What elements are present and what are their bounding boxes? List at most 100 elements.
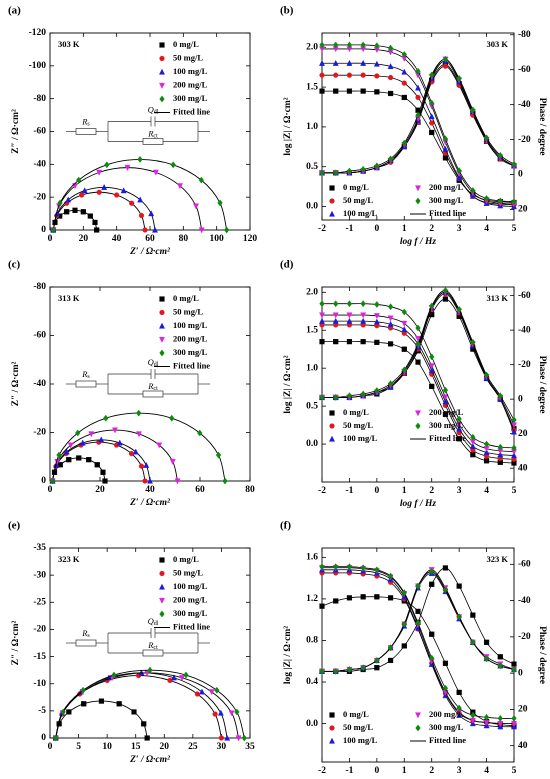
legend-label: 200 mg/L xyxy=(429,709,464,719)
marker xyxy=(81,187,88,194)
y2-tick-label: 0 xyxy=(518,394,523,404)
legend-marker xyxy=(159,336,165,343)
marker xyxy=(137,196,144,203)
panel-label: (e) xyxy=(8,520,21,532)
legend-marker xyxy=(415,197,421,205)
marker xyxy=(511,198,517,206)
circuit-symbol: R xyxy=(147,128,154,138)
marker xyxy=(442,55,449,63)
marker xyxy=(374,42,380,50)
marker xyxy=(346,563,353,571)
marker xyxy=(346,317,353,324)
circuit-label: Rct xyxy=(147,128,158,139)
y-axis-label: Z″ / Ω·cm² xyxy=(11,109,21,154)
marker xyxy=(456,415,462,423)
marker xyxy=(224,734,231,741)
legend-marker xyxy=(415,422,421,430)
marker xyxy=(511,661,517,667)
marker xyxy=(319,667,325,675)
marker xyxy=(428,113,435,120)
x-tick-label: 1 xyxy=(402,486,407,496)
marker xyxy=(374,162,380,170)
fit-line xyxy=(55,675,222,739)
legend-marker xyxy=(159,296,165,302)
marker xyxy=(470,711,476,719)
legend-marker xyxy=(415,712,421,719)
marker xyxy=(101,183,108,190)
marker xyxy=(319,603,325,609)
circuit-symbol: Q xyxy=(148,616,154,626)
marker xyxy=(333,300,339,308)
marker xyxy=(116,439,123,446)
x-tick-label: 20 xyxy=(160,742,170,752)
y-tick-label: 1.0 xyxy=(306,122,318,132)
marker xyxy=(374,89,380,95)
marker xyxy=(401,51,407,58)
marker xyxy=(415,619,421,627)
legend-label: 100 mg/L xyxy=(343,735,378,745)
legend-marker xyxy=(159,597,165,604)
circuit-subscript: dl xyxy=(154,362,159,368)
y2-tick-label: -40 xyxy=(518,596,531,606)
marker xyxy=(76,176,82,184)
y2-tick-label: -80 xyxy=(518,30,531,40)
legend-label: Fitted line xyxy=(429,433,466,443)
x-tick-label: -2 xyxy=(318,766,326,776)
y2-tick-label: 20 xyxy=(518,429,528,439)
y-tick-label: 0.5 xyxy=(306,162,318,172)
marker xyxy=(333,41,339,49)
y2-tick-label: -40 xyxy=(518,325,531,335)
x-tick-label: 0 xyxy=(374,486,379,496)
marker xyxy=(65,196,72,203)
marker xyxy=(415,84,421,91)
x-axis-label: log f / Hz xyxy=(400,499,436,509)
legend-marker xyxy=(159,349,165,357)
marker xyxy=(415,67,421,75)
marker xyxy=(132,448,139,455)
x-tick-label: 2 xyxy=(429,224,434,234)
y-tick-label: -35 xyxy=(33,543,46,553)
marker xyxy=(428,367,435,374)
marker xyxy=(483,449,490,456)
marker xyxy=(373,60,380,67)
marker xyxy=(415,324,421,332)
legend-label: 50 mg/L xyxy=(343,420,373,430)
marker xyxy=(333,563,339,571)
marker xyxy=(360,312,367,319)
marker xyxy=(401,346,407,352)
marker xyxy=(511,428,517,435)
marker xyxy=(456,174,463,181)
marker xyxy=(429,129,435,136)
x-tick-label: -1 xyxy=(345,486,353,496)
legend-label: Fitted line xyxy=(173,106,210,116)
marker xyxy=(152,226,158,233)
marker xyxy=(483,440,490,448)
marker xyxy=(346,59,353,66)
marker xyxy=(428,363,435,370)
marker xyxy=(169,414,175,422)
y-axis-label: log |Z| / Ω·cm² xyxy=(283,97,293,155)
legend-label: 300 mg/L xyxy=(429,722,464,732)
legend-label: 200 mg/L xyxy=(429,407,464,417)
x-tick-label: 3 xyxy=(457,766,462,776)
x-tick-label: 10 xyxy=(102,742,112,752)
marker xyxy=(333,598,339,604)
marker xyxy=(198,227,205,234)
marker xyxy=(152,169,159,176)
marker xyxy=(442,684,449,692)
x-tick-label: 4 xyxy=(484,766,489,776)
y-tick-label: -15 xyxy=(33,652,46,662)
marker xyxy=(511,444,517,452)
marker xyxy=(360,390,366,398)
x-tick-label: 15 xyxy=(131,742,141,752)
panel-label: (a) xyxy=(8,5,21,17)
marker xyxy=(177,183,183,190)
y-tick-label: 0.4 xyxy=(306,677,318,687)
marker xyxy=(114,192,120,198)
marker xyxy=(387,380,394,388)
x-tick-label: 60 xyxy=(195,485,205,495)
x-tick-label: 0 xyxy=(374,224,379,234)
x-tick-label: 20 xyxy=(95,485,105,495)
marker xyxy=(442,296,449,302)
marker xyxy=(333,88,339,94)
